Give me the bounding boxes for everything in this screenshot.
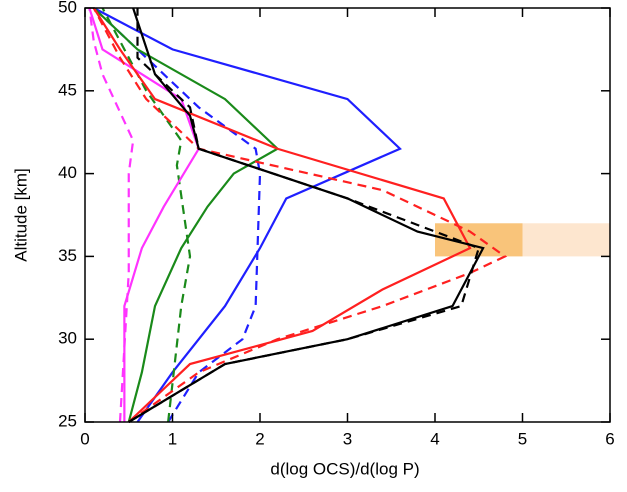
data-line xyxy=(128,8,481,423)
y-axis-label: Altitude [km] xyxy=(11,168,30,262)
data-line xyxy=(92,7,280,423)
data-line xyxy=(101,7,192,423)
data-line xyxy=(92,7,508,423)
x-tick-label: 0 xyxy=(80,429,89,448)
x-tick-label: 4 xyxy=(430,429,439,448)
x-tick-label: 1 xyxy=(168,429,177,448)
x-tick-label: 5 xyxy=(518,429,527,448)
x-axis-label: d(log OCS)/d(log P) xyxy=(270,459,419,478)
y-tick-label: 50 xyxy=(58,0,77,16)
data-line xyxy=(92,7,262,423)
plot-frame xyxy=(84,7,611,423)
y-tick-label: 40 xyxy=(58,163,77,182)
shaded-band xyxy=(522,223,610,257)
y-tick-label: 25 xyxy=(58,411,77,430)
y-tick-label: 35 xyxy=(58,246,77,265)
data-line xyxy=(93,7,402,423)
data-line xyxy=(88,7,135,423)
x-tick-label: 3 xyxy=(343,429,352,448)
y-tick-label: 30 xyxy=(58,329,77,348)
data-line xyxy=(92,7,472,423)
x-tick-label: 6 xyxy=(605,429,614,448)
y-tick-label: 45 xyxy=(58,80,77,99)
x-tick-label: 2 xyxy=(255,429,264,448)
